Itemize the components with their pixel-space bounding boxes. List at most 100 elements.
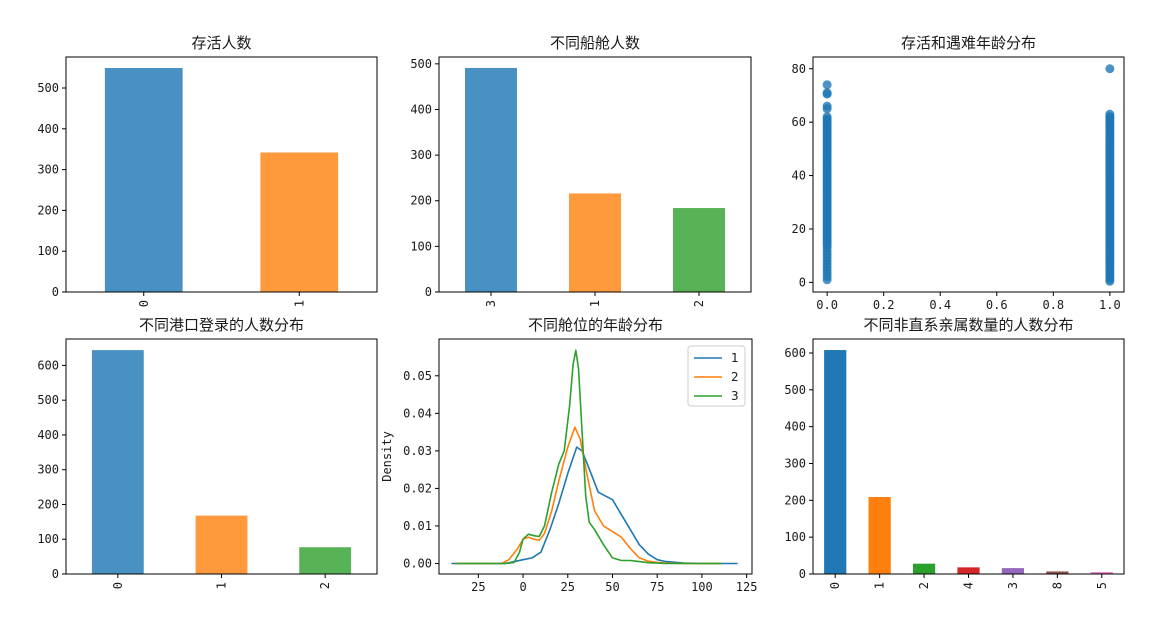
- x-tick-label: 0: [111, 582, 125, 589]
- y-tick-label: 300: [37, 163, 59, 177]
- bar-1: [195, 515, 248, 574]
- y-tick-label: 0: [425, 285, 432, 299]
- x-tick-label: 1.0: [1099, 298, 1121, 312]
- x-tick-label: 4: [962, 582, 976, 589]
- scatter-point: [822, 101, 832, 111]
- y-tick-label: 300: [37, 463, 59, 477]
- axes-frame: [812, 338, 1125, 575]
- x-tick-label: 2: [692, 300, 706, 307]
- x-tick-label: 3: [1006, 582, 1020, 589]
- y-tick-label: 80: [792, 62, 806, 76]
- y-tick-label: 300: [784, 456, 806, 470]
- bar-4: [957, 567, 980, 574]
- legend-label: 1: [731, 351, 739, 365]
- scatter-point: [822, 243, 832, 253]
- axes-frame: [438, 56, 752, 293]
- x-tick-label: 0.8: [1042, 298, 1064, 312]
- y-tick-label: 100: [37, 244, 59, 258]
- y-tick-label: 60: [792, 115, 806, 129]
- x-tick-label: 0: [137, 300, 151, 307]
- y-tick-label: 500: [410, 57, 432, 71]
- y-tick-label: 0.03: [403, 444, 432, 458]
- y-tick-label: 0: [52, 567, 59, 581]
- x-tick-label: 0.0: [816, 298, 838, 312]
- x-tick-label: 3: [484, 300, 498, 307]
- y-tick-label: 200: [784, 493, 806, 507]
- y-tick-label: 0: [52, 285, 59, 299]
- scatter-point: [1105, 64, 1115, 74]
- y-tick-label: 100: [784, 530, 806, 544]
- x-tick-label: 0: [519, 580, 526, 594]
- subplot-age-scatter: 存活和遇难年龄分布 0.0 0.2 0.4 0.6 0.8 1.0 0 20 40 60 80: [792, 34, 1125, 312]
- chart-title: 存活和遇难年龄分布: [901, 34, 1036, 52]
- y-tick-label: 600: [37, 358, 59, 372]
- y-tick-label: 400: [37, 428, 59, 442]
- y-tick-label: 400: [784, 420, 806, 434]
- y-tick-label: 200: [37, 497, 59, 511]
- y-tick-label: 0.01: [403, 519, 432, 533]
- y-tick-label: 0: [799, 275, 806, 289]
- y-tick-label: 100: [37, 532, 59, 546]
- x-tick-label: 0.2: [873, 298, 895, 312]
- y-tick-label: 100: [410, 239, 432, 253]
- bar-3: [465, 67, 517, 293]
- bar-8: [1046, 571, 1069, 574]
- y-tick-label: 0.00: [403, 556, 432, 570]
- legend-label: 3: [731, 389, 739, 403]
- y-tick-label: 0.04: [403, 406, 432, 420]
- x-tick-label: 125: [736, 580, 758, 594]
- y-tick-label: 0.02: [403, 481, 432, 495]
- scatter-point: [1105, 112, 1115, 122]
- x-tick-label: 1: [873, 582, 887, 589]
- x-tick-label: 0.6: [986, 298, 1008, 312]
- y-tick-label: 400: [37, 122, 59, 136]
- legend-label: 2: [731, 370, 739, 384]
- x-tick-label: 1: [215, 582, 229, 589]
- y-tick-label: 300: [410, 148, 432, 162]
- x-tick-label: 100: [691, 580, 713, 594]
- subplot-pclass: 不同船舱人数 3 1 2 0 100 200 300 400 500: [410, 34, 752, 307]
- axes-frame: [438, 338, 753, 575]
- scatter-point: [822, 80, 832, 90]
- y-tick-label: 0.05: [403, 369, 432, 383]
- density-line-2: [455, 426, 722, 565]
- chart-title: 不同舱位的年龄分布: [528, 316, 663, 334]
- bar-5: [1090, 572, 1113, 574]
- subplot-embarked: 不同港口登录的人数分布 0 1 2 0 100 200 300 400 500 600: [37, 316, 378, 589]
- bar-0: [824, 350, 847, 574]
- x-tick-label: 1: [292, 300, 306, 307]
- x-tick-label: 75: [650, 580, 664, 594]
- x-tick-label: 50: [605, 580, 619, 594]
- subplot-age-density: 不同舱位的年龄分布 25 0 25 50 75 100 125 Density 1 2 3 0.00 0…: [380, 316, 757, 594]
- bar-2: [299, 547, 352, 574]
- density-line-3: [455, 349, 722, 565]
- chart-title: 不同港口登录的人数分布: [139, 316, 304, 334]
- bar-1: [569, 193, 621, 292]
- x-tick-label: 0: [828, 582, 842, 589]
- bar-0: [104, 68, 183, 292]
- x-tick-label: 1: [588, 300, 602, 307]
- x-tick-label: 5: [1095, 582, 1109, 589]
- y-tick-label: 20: [792, 222, 806, 236]
- y-tick-label: 400: [410, 102, 432, 116]
- axes-frame: [812, 56, 1125, 293]
- bar-0: [91, 350, 144, 574]
- chart-title: 不同非直系亲属数量的人数分布: [863, 316, 1073, 334]
- subplot-survived: 存活人数 0 1 0 100 200 300 400 500: [37, 34, 378, 307]
- y-tick-label: 600: [784, 346, 806, 360]
- y-tick-label: 500: [37, 393, 59, 407]
- chart-title: 不同船舱人数: [550, 34, 640, 52]
- bar-1: [868, 497, 891, 574]
- y-tick-label: 200: [37, 203, 59, 217]
- x-tick-label: 2: [917, 582, 931, 589]
- subplot-sibsp: 不同非直系亲属数量的人数分布 0 1 2 4 3 8 5 0 100 200 300 400 500 60…: [784, 316, 1125, 589]
- x-tick-label: 25: [561, 580, 575, 594]
- legend-box: [687, 345, 746, 407]
- bar-1: [260, 152, 339, 292]
- x-tick-label: 25: [471, 580, 485, 594]
- scatter-point: [822, 112, 832, 122]
- density-line-1: [451, 446, 738, 565]
- y-tick-label: 500: [37, 81, 59, 95]
- scatter-point: [822, 88, 832, 98]
